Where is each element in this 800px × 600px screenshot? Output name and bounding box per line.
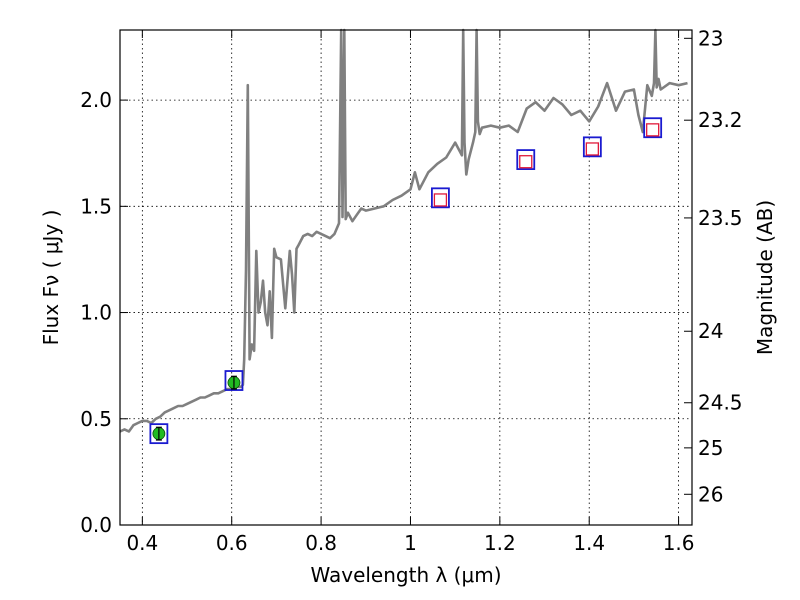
y2-tick-label: 23 [698, 26, 723, 50]
y-tick-label: 1.5 [80, 194, 112, 218]
y-tick-label: 0.5 [80, 407, 112, 431]
x-tick-label: 1.6 [663, 531, 695, 555]
x-tick-label: 0.4 [126, 531, 158, 555]
x-tick-label: 1.2 [484, 531, 516, 555]
model-box-marker [149, 423, 169, 445]
y-tick-label: 1.0 [80, 301, 112, 325]
y-axis-label: Flux Fν ( μJy ) [39, 210, 63, 346]
upper-limit-marker [646, 123, 660, 137]
grid [120, 30, 692, 526]
x-tick-label: 1.4 [573, 531, 605, 555]
model-box-marker [431, 187, 450, 209]
y2-tick-label: 26 [698, 482, 723, 506]
x-tick-label: 1 [404, 531, 417, 555]
y2-tick-label: 25 [698, 436, 723, 460]
model-box-marker [516, 149, 536, 170]
spectrum-layer [119, 28, 688, 433]
y2-tick-label: 23.5 [698, 206, 743, 230]
y2-axis-label: Magnitude (AB) [753, 200, 777, 355]
model-box-marker [582, 136, 602, 158]
y2-tick-label: 23.2 [698, 108, 743, 132]
plot-frame [119, 29, 693, 526]
marker-layer [149, 117, 663, 445]
model-box-marker [224, 370, 244, 391]
y2-tick-label: 24.5 [698, 391, 743, 415]
x-tick-label: 0.6 [216, 531, 248, 555]
y2-tick-label: 24 [698, 319, 723, 343]
spectrum-line [119, 28, 688, 433]
upper-limit-marker [519, 155, 533, 169]
model-box-marker [643, 117, 663, 139]
ticks: 0.4 0.6 0.8 1 1.2 1.4 1.6 0.0 0.5 1.0 1.5 2.0 23 23.2… [80, 26, 742, 555]
upper-limit-marker [585, 142, 599, 156]
x-axis-label: Wavelength λ (μm) [310, 563, 501, 587]
y-tick-label: 2.0 [80, 88, 112, 112]
upper-limit-marker [433, 193, 448, 207]
x-tick-label: 0.8 [305, 531, 337, 555]
y-tick-label: 0.0 [80, 513, 112, 537]
